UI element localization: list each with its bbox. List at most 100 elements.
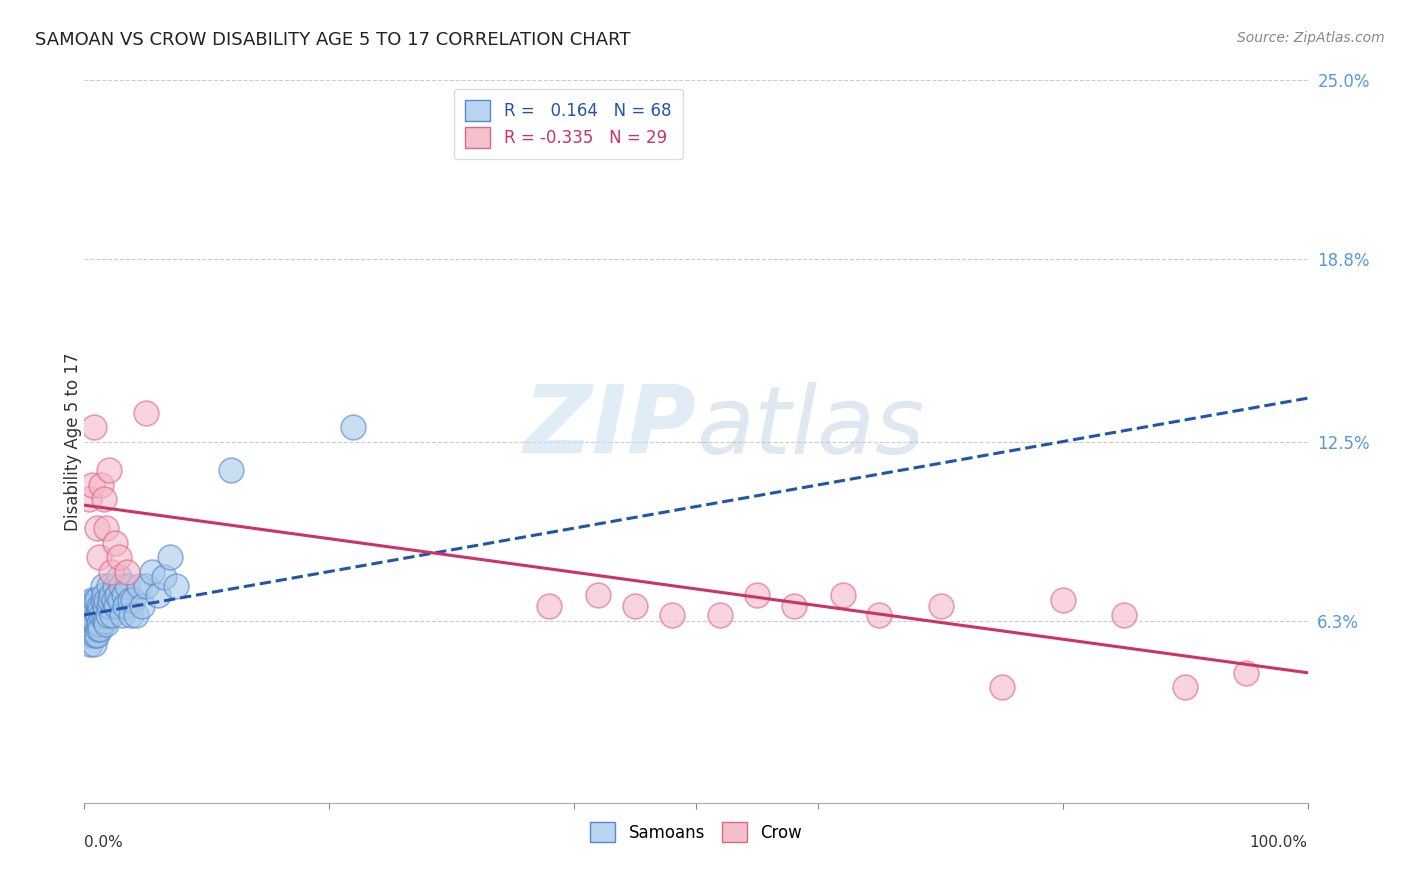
- Point: [79, 623, 101, 637]
- Point: [82, 607, 104, 622]
- Point: [165, 579, 187, 593]
- Point: [586, 588, 609, 602]
- Point: [100, 565, 122, 579]
- Point: [89, 623, 111, 637]
- Point: [91, 579, 114, 593]
- Point: [90, 478, 112, 492]
- Point: [661, 607, 683, 622]
- Point: [97, 579, 120, 593]
- Point: [115, 565, 138, 579]
- Point: [747, 588, 769, 602]
- Point: [80, 478, 103, 492]
- Point: [86, 521, 108, 535]
- Point: [101, 607, 124, 622]
- Point: [1236, 665, 1258, 680]
- Point: [342, 420, 364, 434]
- Point: [120, 607, 142, 622]
- Point: [87, 607, 110, 622]
- Text: 0.0%: 0.0%: [84, 835, 124, 850]
- Point: [86, 628, 108, 642]
- Point: [115, 579, 138, 593]
- Point: [107, 550, 129, 565]
- Point: [128, 579, 150, 593]
- Point: [83, 420, 105, 434]
- Point: [538, 599, 561, 614]
- Point: [84, 614, 107, 628]
- Text: 100.0%: 100.0%: [1250, 835, 1308, 850]
- Point: [86, 593, 108, 607]
- Text: ZIP: ZIP: [523, 381, 696, 473]
- Point: [87, 550, 110, 565]
- Point: [219, 463, 242, 477]
- Point: [107, 570, 129, 584]
- Point: [97, 599, 120, 614]
- Point: [104, 535, 127, 549]
- Point: [991, 680, 1014, 694]
- Point: [79, 637, 101, 651]
- Point: [141, 565, 163, 579]
- Point: [80, 623, 103, 637]
- Point: [96, 616, 118, 631]
- Point: [783, 599, 806, 614]
- Point: [105, 599, 128, 614]
- Point: [112, 588, 135, 602]
- Point: [98, 593, 121, 607]
- Legend: Samoans, Crow: Samoans, Crow: [581, 812, 811, 852]
- Point: [869, 607, 891, 622]
- Point: [624, 599, 647, 614]
- Point: [77, 628, 100, 642]
- Point: [1114, 607, 1136, 622]
- Point: [103, 593, 125, 607]
- Point: [77, 616, 100, 631]
- Point: [96, 593, 118, 607]
- Point: [110, 579, 132, 593]
- Point: [831, 588, 853, 602]
- Point: [118, 593, 141, 607]
- Point: [77, 623, 100, 637]
- Point: [131, 599, 153, 614]
- Point: [79, 599, 101, 614]
- Point: [83, 637, 105, 651]
- Point: [97, 607, 120, 622]
- Point: [97, 463, 120, 477]
- Point: [111, 607, 134, 622]
- Point: [709, 607, 731, 622]
- Point: [100, 588, 122, 602]
- Point: [93, 588, 115, 602]
- Point: [76, 605, 98, 619]
- Text: Source: ZipAtlas.com: Source: ZipAtlas.com: [1237, 31, 1385, 45]
- Point: [84, 593, 107, 607]
- Point: [84, 628, 107, 642]
- Point: [125, 607, 148, 622]
- Point: [80, 593, 103, 607]
- Point: [105, 588, 128, 602]
- Point: [1052, 593, 1074, 607]
- Point: [86, 607, 108, 622]
- Point: [1174, 680, 1197, 694]
- Point: [94, 614, 117, 628]
- Point: [929, 599, 952, 614]
- Text: SAMOAN VS CROW DISABILITY AGE 5 TO 17 CORRELATION CHART: SAMOAN VS CROW DISABILITY AGE 5 TO 17 CO…: [35, 31, 631, 49]
- Y-axis label: Disability Age 5 to 17: Disability Age 5 to 17: [65, 352, 82, 531]
- Point: [153, 570, 176, 584]
- Point: [87, 616, 110, 631]
- Point: [82, 628, 104, 642]
- Point: [87, 599, 110, 614]
- Point: [83, 599, 105, 614]
- Point: [96, 521, 118, 535]
- Point: [83, 616, 105, 631]
- Point: [87, 623, 110, 637]
- Point: [146, 588, 169, 602]
- Text: atlas: atlas: [696, 382, 924, 473]
- Point: [94, 599, 117, 614]
- Point: [90, 607, 112, 622]
- Point: [135, 406, 157, 420]
- Point: [135, 579, 157, 593]
- Point: [104, 579, 127, 593]
- Point: [122, 593, 145, 607]
- Point: [77, 607, 100, 622]
- Point: [80, 607, 103, 622]
- Point: [77, 492, 100, 507]
- Point: [89, 602, 111, 616]
- Point: [108, 593, 131, 607]
